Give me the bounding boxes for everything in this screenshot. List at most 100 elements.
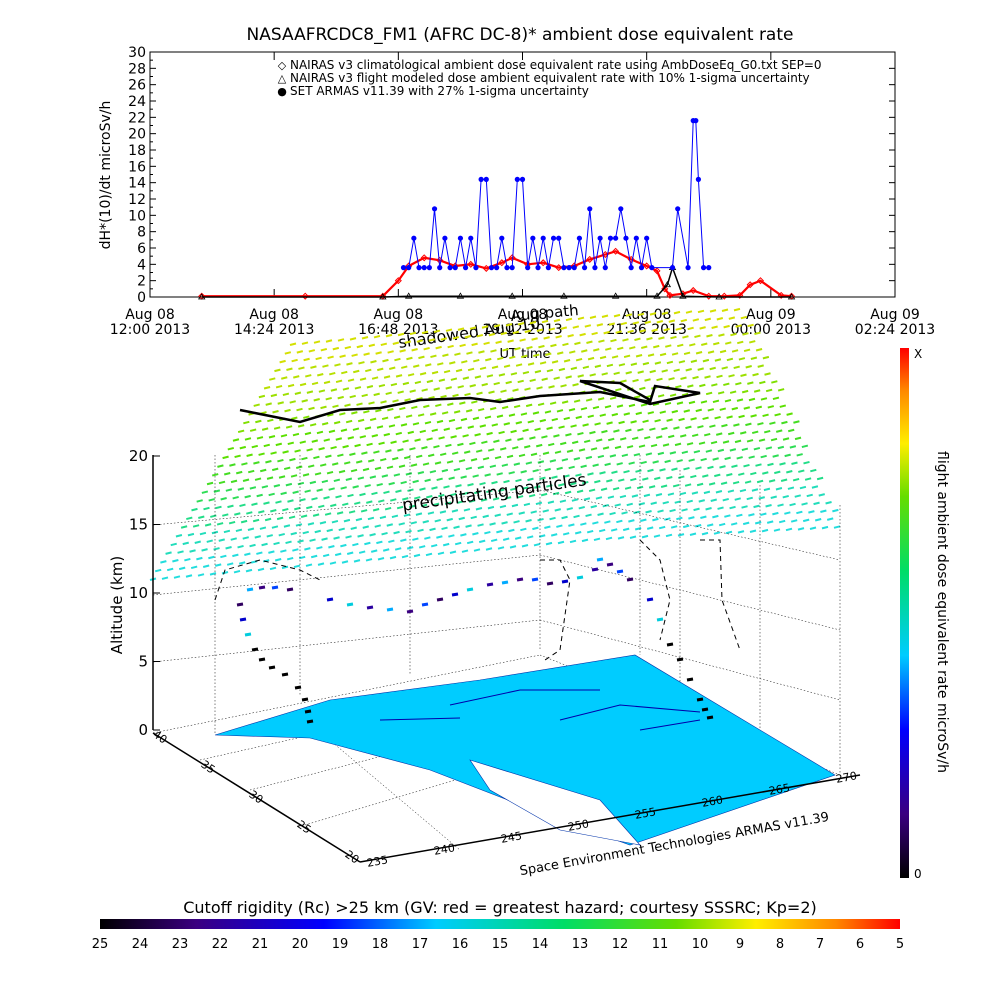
rigidity-arrow <box>246 511 253 515</box>
grid-line <box>152 654 541 734</box>
rigidity-arrow <box>643 435 651 440</box>
rigidity-arrow <box>569 350 576 354</box>
rigidity-arrow <box>367 459 375 463</box>
rigidity-arrow <box>504 496 512 500</box>
rigidity-arrow <box>298 555 306 560</box>
rigidity-arrow <box>659 410 667 414</box>
nairas-clim-point <box>601 250 609 259</box>
rigidity-arrow <box>462 491 469 496</box>
rigidity-arrow <box>558 425 565 429</box>
rigidity-arrow <box>546 426 553 430</box>
armas-point <box>592 265 598 271</box>
rigidity-arrow <box>594 422 601 426</box>
rigidity-arrow <box>485 547 493 551</box>
rigidity-arrow <box>187 532 195 537</box>
armas-point <box>576 235 583 241</box>
rigidity-arrow <box>542 509 549 513</box>
rigidity-arrow <box>393 473 401 477</box>
rigidity-arrow <box>621 511 628 515</box>
rigidity-arrow <box>525 403 533 408</box>
rigidity-arrow <box>769 421 776 425</box>
rigidity-arrow <box>333 536 340 540</box>
rigidity-arrow <box>599 413 607 417</box>
rigidity-arrow <box>309 423 317 427</box>
rigidity-arrow <box>762 413 769 418</box>
rigidity-arrow <box>527 477 534 482</box>
rigidity-arrow <box>435 345 442 350</box>
rigidity-arrow <box>702 358 710 363</box>
rigidity-arrow <box>287 383 295 388</box>
bottom-colorbar-tick-label: 10 <box>692 937 709 952</box>
rigidity-arrow <box>186 516 193 521</box>
rigidity-arrow <box>339 412 346 416</box>
rigidity-arrow <box>380 400 387 404</box>
rigidity-arrow <box>306 390 314 394</box>
rigidity-arrow <box>553 434 560 438</box>
rigidity-arrow <box>779 404 787 408</box>
rigidity-arrow <box>729 505 736 510</box>
rigidity-arrow <box>376 425 384 429</box>
rigidity-arrow <box>625 371 632 375</box>
right-colorbar-title: flight ambient dose equivalent rate micr… <box>934 451 950 773</box>
rigidity-arrow <box>777 503 784 507</box>
rigidity-arrow <box>391 456 399 461</box>
rigidity-arrow <box>323 438 331 442</box>
rigidity-arrow <box>444 501 452 505</box>
rigidity-arrow <box>804 477 812 481</box>
rigidity-arrow <box>413 553 421 558</box>
flight-trace-point <box>366 605 374 610</box>
rigidity-arrow <box>368 343 376 348</box>
rigidity-arrow <box>469 326 477 330</box>
armas-point <box>581 265 588 271</box>
rigidity-arrow <box>357 476 365 480</box>
rigidity-arrow <box>465 466 473 471</box>
rigidity-arrow <box>482 514 489 519</box>
bottom-colorbar-tick-label: 5 <box>896 937 904 952</box>
rigidity-arrow <box>401 554 409 559</box>
armas-point <box>613 235 619 241</box>
rigidity-arrow <box>490 349 497 353</box>
rigidity-arrow <box>748 397 756 402</box>
rigidity-arrow <box>508 413 516 417</box>
rigidity-arrow <box>702 474 709 478</box>
rigidity-arrow <box>374 466 382 471</box>
rigidity-arrow <box>532 411 540 415</box>
rigidity-arrow <box>461 549 469 553</box>
rigidity-arrow <box>206 481 214 486</box>
rigidity-arrow <box>478 350 485 354</box>
rigidity-arrow <box>296 350 304 354</box>
rigidity-arrow <box>387 350 394 354</box>
rigidity-arrow <box>313 398 320 402</box>
longitude-tick-label: 240 <box>433 841 456 857</box>
longitude-tick-label: 265 <box>768 781 791 797</box>
armas-point <box>540 235 546 241</box>
rigidity-arrow <box>694 334 701 339</box>
rigidity-arrow <box>510 372 518 376</box>
rigidity-arrow <box>648 485 656 489</box>
armas-point <box>644 235 650 241</box>
rigidity-arrow <box>310 554 318 559</box>
rigidity-arrow <box>373 392 380 397</box>
rigidity-arrow <box>529 436 536 440</box>
rigidity-arrow <box>689 532 697 536</box>
rigidity-arrow <box>613 429 620 433</box>
rigidity-arrow <box>292 432 300 437</box>
rigidity-arrow <box>209 572 217 576</box>
rigidity-arrow <box>663 327 670 332</box>
rigidity-arrow <box>419 372 427 376</box>
rigidity-arrow <box>251 502 258 506</box>
rigidity-arrow <box>391 514 399 519</box>
rigidity-arrow <box>535 443 543 448</box>
rigidity-arrow <box>612 486 620 491</box>
rigidity-arrow <box>653 534 661 538</box>
rigidity-arrow <box>483 341 490 346</box>
rigidity-arrow <box>753 446 761 451</box>
rigidity-arrow <box>677 343 684 348</box>
rigidity-arrow <box>282 392 290 397</box>
armas-point <box>416 265 422 271</box>
rigidity-arrow <box>478 539 486 544</box>
rigidity-arrow <box>734 497 741 501</box>
rigidity-arrow <box>634 337 641 342</box>
rigidity-arrow <box>780 478 788 482</box>
rigidity-arrow <box>693 449 701 454</box>
